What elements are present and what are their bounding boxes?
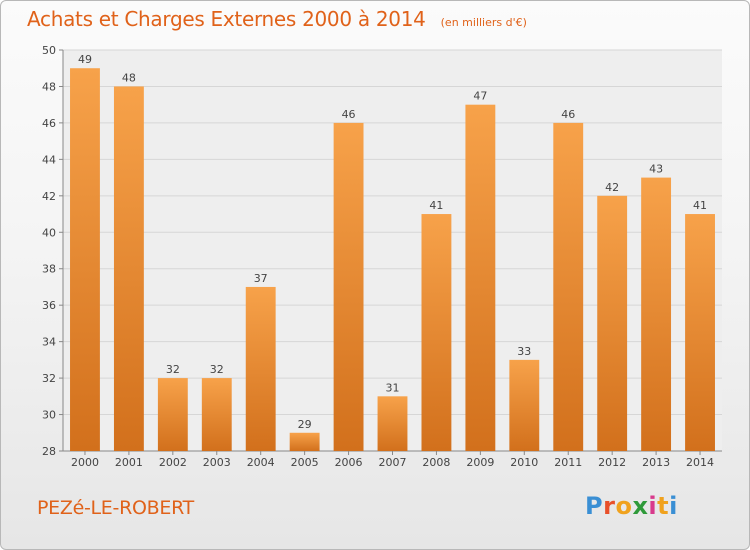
data-label: 46	[561, 108, 575, 121]
logo-letter: r	[603, 492, 616, 520]
bar	[70, 68, 100, 452]
x-tick-label: 2007	[379, 456, 407, 469]
x-tick-label: 2012	[598, 456, 626, 469]
x-tick-label: 2008	[422, 456, 450, 469]
y-tick-label: 42	[42, 190, 56, 203]
data-label: 33	[517, 345, 531, 358]
commune-name: PEZé-LE-ROBERT	[37, 497, 194, 519]
x-tick-label: 2006	[335, 456, 363, 469]
data-label: 41	[429, 199, 443, 212]
x-tick-label: 2009	[466, 456, 494, 469]
bar	[421, 214, 452, 451]
y-tick-label: 40	[42, 226, 56, 239]
x-tick-label: 2005	[291, 456, 319, 469]
bar	[465, 104, 496, 451]
x-tick-label: 2001	[115, 456, 143, 469]
data-label: 41	[693, 199, 707, 212]
x-tick-label: 2013	[642, 456, 670, 469]
bar	[597, 195, 628, 451]
x-tick-label: 2011	[554, 456, 582, 469]
y-tick-label: 30	[42, 409, 56, 422]
proxiti-logo: Proxiti	[585, 492, 678, 520]
data-label: 48	[122, 71, 136, 84]
data-label: 32	[166, 363, 180, 376]
x-tick-label: 2003	[203, 456, 231, 469]
data-label: 49	[78, 53, 92, 66]
data-label: 47	[473, 90, 487, 103]
bar	[641, 177, 672, 451]
x-tick-label: 2014	[686, 456, 714, 469]
logo-letter: o	[615, 492, 633, 520]
data-label: 46	[342, 108, 356, 121]
logo-letter: x	[632, 492, 649, 520]
chart-title: Achats et Charges Externes 2000 à 2014	[27, 7, 426, 31]
y-tick-label: 36	[42, 299, 56, 312]
bar	[157, 378, 188, 451]
data-label: 37	[254, 272, 268, 285]
bar	[377, 396, 408, 451]
x-tick-label: 2002	[159, 456, 187, 469]
bar	[201, 378, 232, 451]
bar	[553, 122, 584, 451]
chart-unit: (en milliers d'€)	[440, 16, 527, 29]
y-tick-label: 50	[42, 44, 56, 57]
bar	[509, 359, 540, 451]
y-tick-label: 38	[42, 263, 56, 276]
bar	[113, 86, 144, 452]
data-label: 32	[210, 363, 224, 376]
logo-letter: i	[648, 492, 658, 520]
title-row: Achats et Charges Externes 2000 à 2014 (…	[27, 7, 527, 31]
logo-letter: t	[657, 492, 670, 520]
x-tick-label: 2010	[510, 456, 538, 469]
data-label: 43	[649, 163, 663, 176]
y-tick-label: 34	[42, 336, 56, 349]
x-tick-label: 2004	[247, 456, 275, 469]
y-tick-label: 32	[42, 372, 56, 385]
y-tick-label: 44	[42, 153, 56, 166]
bar	[245, 286, 276, 451]
logo-letter: P	[585, 492, 604, 520]
logo-letter: i	[669, 492, 678, 520]
bar	[333, 122, 364, 451]
x-tick-label: 2000	[71, 456, 99, 469]
y-tick-label: 46	[42, 117, 56, 130]
data-label: 42	[605, 181, 619, 194]
bar	[685, 214, 715, 451]
y-tick-label: 28	[42, 445, 56, 458]
bar	[289, 432, 320, 451]
data-label: 31	[386, 381, 400, 394]
y-tick-label: 48	[42, 80, 56, 93]
data-label: 29	[298, 418, 312, 431]
